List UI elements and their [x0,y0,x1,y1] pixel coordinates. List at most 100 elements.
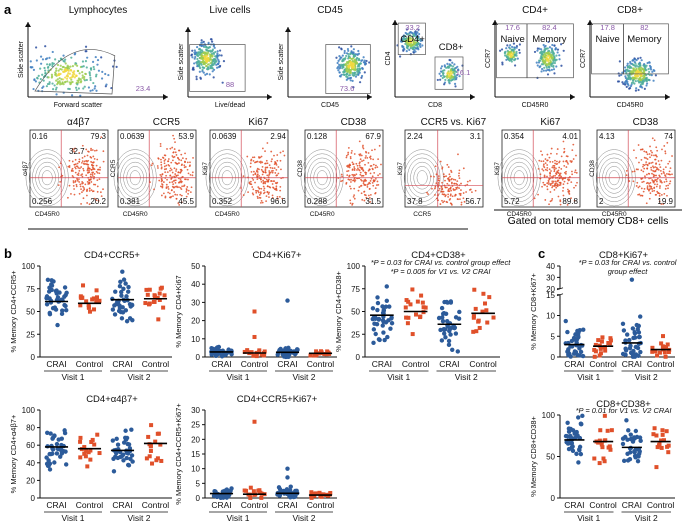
event-dot [339,64,342,67]
event-dot [631,170,634,173]
event-dot [366,186,369,188]
event-dot [641,68,645,71]
data-point [48,451,54,457]
event-dot [69,68,72,72]
data-point [632,354,638,359]
event-dot [190,53,194,56]
event-dot [279,159,282,162]
event-dot [72,180,75,182]
event-dot [554,180,557,183]
event-dot [254,189,257,192]
event-dot [628,180,631,182]
event-dot [90,189,93,191]
data-point [121,277,127,282]
event-dot [621,71,624,74]
data-point [117,284,123,289]
event-dot [267,193,270,195]
event-dot [185,195,188,198]
event-dot [627,74,630,77]
event-dot [456,183,459,186]
data-point [381,330,386,335]
event-dot [645,73,648,77]
event-dot [559,203,562,206]
event-dot [550,170,552,172]
data-point [597,353,602,358]
data-point [146,302,151,307]
event-dot [249,165,252,168]
event-dot [341,179,344,182]
event-dot [645,84,648,87]
event-dot [653,69,656,72]
event-dot [90,160,92,163]
event-dot [655,174,658,177]
data-point [389,321,395,326]
event-dot [193,49,196,52]
event-dot [460,189,462,191]
event-dot [354,179,357,182]
event-dot [553,184,556,187]
contour-line [416,170,428,186]
event-dot [441,188,444,191]
event-dot [191,56,194,59]
event-dot [81,60,85,63]
event-dot [165,183,168,186]
event-dot [558,166,561,169]
event-dot [212,76,215,79]
event-dot [369,165,372,167]
event-dot [629,78,632,81]
event-dot [453,182,456,185]
plot-title: CD8+Ki67+ [599,250,649,261]
group-label: CRAI [112,359,132,369]
event-dot [99,191,102,194]
event-dot [66,64,69,67]
event-dot [546,185,549,188]
data-point [405,321,410,326]
data-point [655,353,660,358]
event-dot [412,51,415,54]
event-dot [546,175,548,178]
event-dot [555,167,557,170]
event-dot [362,169,365,172]
event-dot [367,194,370,197]
data-point [404,315,409,320]
event-dot [95,170,98,173]
data-point [580,413,585,419]
event-dot [433,175,435,178]
data-point [388,326,393,331]
event-dot [543,175,546,178]
event-dot [441,181,443,184]
event-dot [91,89,94,92]
x-axis-label: CD45R0 [123,211,148,218]
data-point [80,295,85,300]
data-point [112,303,117,308]
event-dot [61,81,64,85]
event-dot [278,195,281,198]
event-dot [167,191,170,194]
event-dot [555,152,558,155]
x-axis-arrow [367,94,372,100]
data-point [406,315,411,320]
gate-value-label: 82 [640,23,648,32]
event-dot [533,197,536,200]
event-dot [164,171,167,174]
event-dot [167,164,170,166]
group-label: Control [142,500,170,510]
event-dot [252,170,255,173]
data-point [262,353,267,358]
event-dot [258,161,261,163]
data-point [457,309,462,315]
event-dot [70,76,73,79]
data-point [633,455,638,460]
event-dot [545,66,548,69]
event-dot [251,156,254,159]
event-dot [453,72,456,75]
event-dot [89,175,92,178]
event-dot [211,60,215,63]
event-dot [566,161,569,164]
event-dot [160,163,163,166]
event-dot [217,62,220,65]
event-dot [444,195,447,198]
event-dot [338,71,341,74]
event-dot [501,63,504,66]
